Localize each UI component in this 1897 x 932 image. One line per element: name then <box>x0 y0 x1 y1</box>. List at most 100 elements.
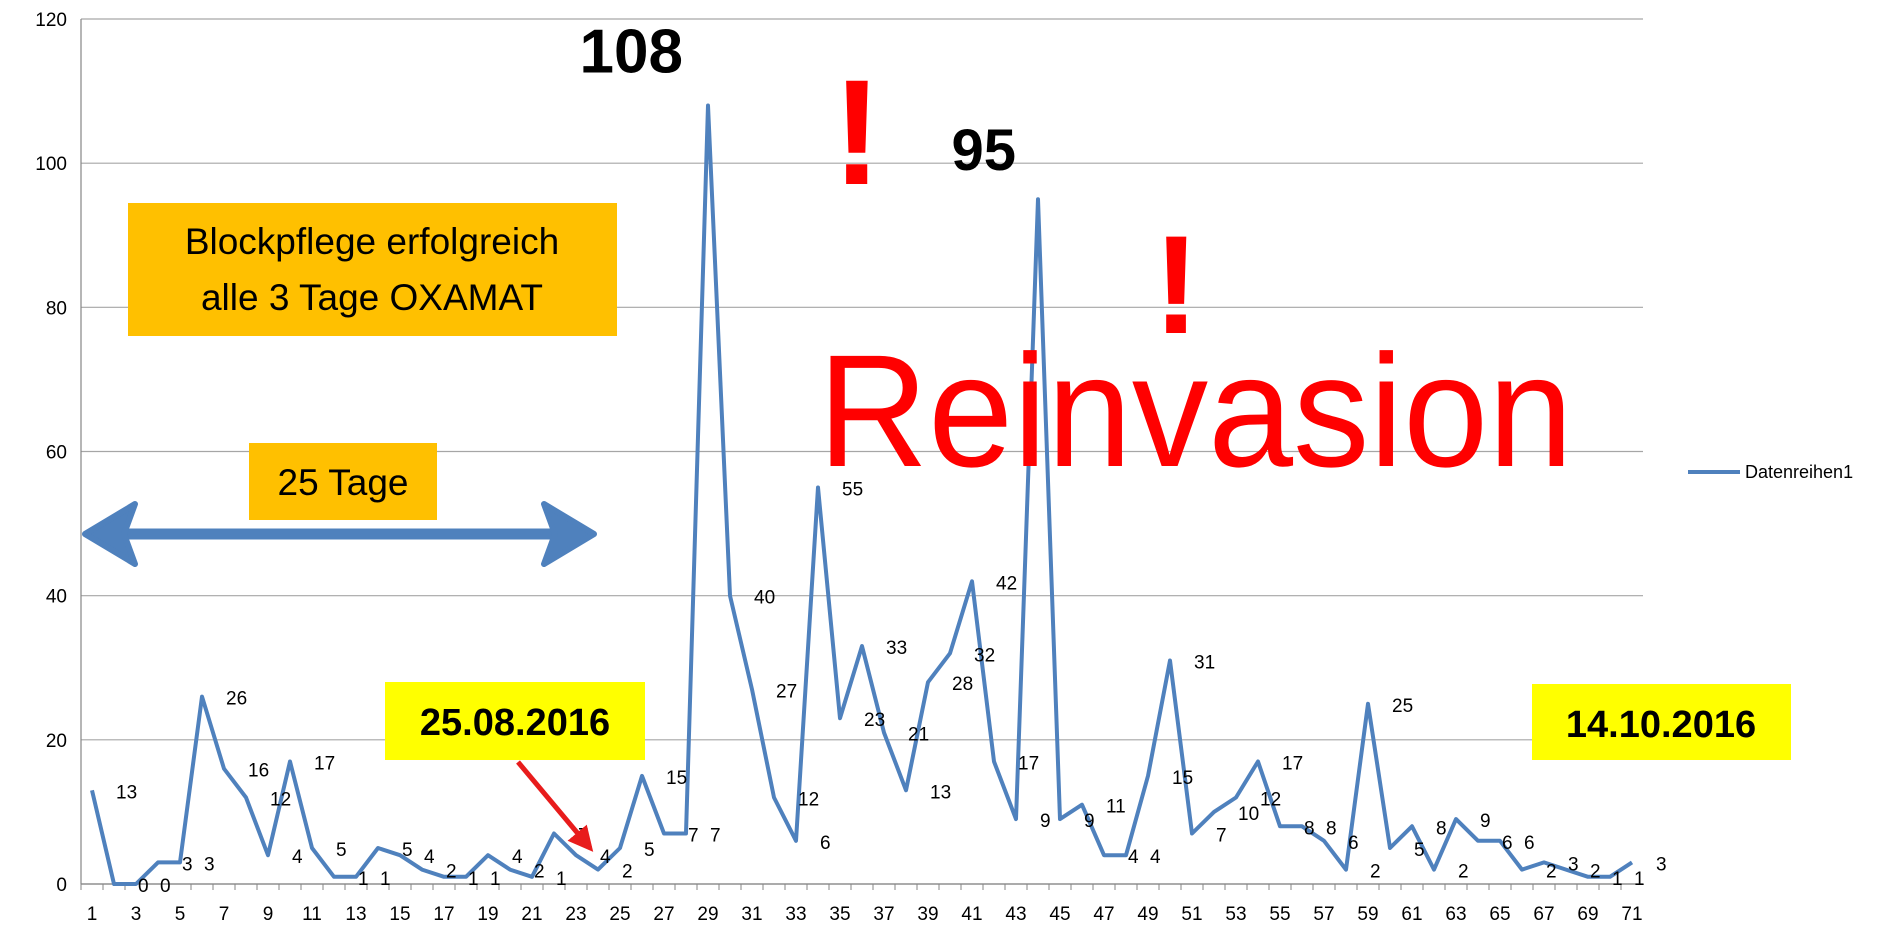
data-label: 4 <box>424 847 435 868</box>
data-label: 17 <box>1018 753 1039 774</box>
end-date: 14.10.2016 <box>1566 704 1756 746</box>
end-date-box <box>1532 684 1791 760</box>
x-tick-label: 11 <box>302 904 322 925</box>
data-label: 1 <box>490 869 501 890</box>
data-label: 4 <box>292 847 303 868</box>
x-tick-label: 17 <box>433 904 454 925</box>
data-label: 2 <box>534 862 545 883</box>
x-tick-label: 19 <box>477 904 498 925</box>
data-label: 9 <box>1084 811 1095 832</box>
data-label: 1 <box>1634 869 1645 890</box>
data-label: 25 <box>1392 696 1413 717</box>
x-tick-label: 69 <box>1577 904 1598 925</box>
x-tick-label: 31 <box>741 904 762 925</box>
x-tick-label: 5 <box>175 904 186 925</box>
data-label: 26 <box>226 689 247 710</box>
data-label: 5 <box>336 840 347 861</box>
x-tick-label: 21 <box>521 904 542 925</box>
data-label: 8 <box>1436 818 1447 839</box>
x-tick-label: 55 <box>1269 904 1290 925</box>
info-box <box>128 203 617 336</box>
data-label: 3 <box>204 854 215 875</box>
x-tick-label: 7 <box>219 904 230 925</box>
data-label: 2 <box>1590 862 1601 883</box>
x-tick-label: 1 <box>87 904 98 925</box>
data-label: 6 <box>1524 833 1535 854</box>
data-label: 4 <box>512 847 523 868</box>
double-arrow <box>82 501 597 567</box>
data-label: 3 <box>182 854 193 875</box>
x-tick-label: 47 <box>1093 904 1114 925</box>
data-label: 5 <box>644 840 655 861</box>
x-tick-label: 37 <box>873 904 894 925</box>
data-label: 7 <box>710 826 721 847</box>
x-tick-label: 39 <box>917 904 938 925</box>
x-tick-label: 9 <box>263 904 274 925</box>
data-label: 5 <box>1414 840 1425 861</box>
x-tick-label: 59 <box>1357 904 1378 925</box>
data-label: 6 <box>1348 833 1359 854</box>
x-tick-label: 15 <box>389 904 410 925</box>
data-line <box>90 103 1634 886</box>
data-label: 4 <box>1150 847 1161 868</box>
data-label: 12 <box>1260 790 1281 811</box>
data-label: 11 <box>1106 797 1126 818</box>
exclamation: ! <box>1153 206 1200 363</box>
data-label: 2 <box>1546 862 1557 883</box>
data-label: 27 <box>776 681 797 702</box>
data-label: 21 <box>908 725 929 746</box>
date-arrow <box>516 760 594 852</box>
data-label: 108 <box>580 18 683 87</box>
y-tick-label: 80 <box>46 298 67 319</box>
data-label: 1 <box>358 869 369 890</box>
data-label: 9 <box>1040 811 1051 832</box>
data-label: 3 <box>1568 854 1579 875</box>
x-tick-label: 57 <box>1313 904 1334 925</box>
data-label: 2 <box>622 862 633 883</box>
y-tick-label: 120 <box>35 10 67 31</box>
data-label: 40 <box>754 588 775 609</box>
x-tick-label: 63 <box>1445 904 1466 925</box>
data-label: 5 <box>402 840 413 861</box>
data-label: 42 <box>996 573 1017 594</box>
headline: Reinvasion <box>818 321 1573 500</box>
data-label: 4 <box>600 847 611 868</box>
data-label: 17 <box>314 753 335 774</box>
data-label: 7 <box>688 826 699 847</box>
data-label: 17 <box>1282 753 1303 774</box>
data-label: 12 <box>798 790 819 811</box>
x-tick-label: 33 <box>785 904 806 925</box>
x-tick-label: 23 <box>565 904 586 925</box>
duration-text: 25 Tage <box>278 462 409 503</box>
data-label: 2 <box>1458 862 1469 883</box>
data-label: 6 <box>1502 833 1513 854</box>
y-tick-label: 0 <box>56 875 67 896</box>
info-text: alle 3 Tage OXAMAT <box>201 277 543 318</box>
data-label: 4 <box>1128 847 1139 868</box>
data-label: 10 <box>1238 804 1259 825</box>
data-label: 8 <box>1304 818 1315 839</box>
data-label: 28 <box>952 674 973 695</box>
duration-box <box>249 443 437 520</box>
x-tick-label: 51 <box>1181 904 1202 925</box>
data-label: 55 <box>842 480 863 501</box>
data-label: 13 <box>930 782 951 803</box>
data-label: 95 <box>951 118 1016 183</box>
start-date: 25.08.2016 <box>420 702 610 744</box>
data-label: 2 <box>1370 862 1381 883</box>
x-tick-label: 43 <box>1005 904 1026 925</box>
data-label: 3 <box>1656 854 1667 875</box>
data-label: 1 <box>380 869 391 890</box>
data-label: 16 <box>248 761 269 782</box>
x-tick-label: 49 <box>1137 904 1158 925</box>
exclamation: ! <box>832 48 882 216</box>
data-label: 15 <box>1172 768 1193 789</box>
data-label: 7 <box>1216 826 1227 847</box>
data-label: 31 <box>1194 653 1215 674</box>
y-tick-label: 20 <box>46 731 67 752</box>
data-label: 33 <box>886 638 907 659</box>
data-label: 23 <box>864 710 885 731</box>
data-label: 15 <box>666 768 687 789</box>
